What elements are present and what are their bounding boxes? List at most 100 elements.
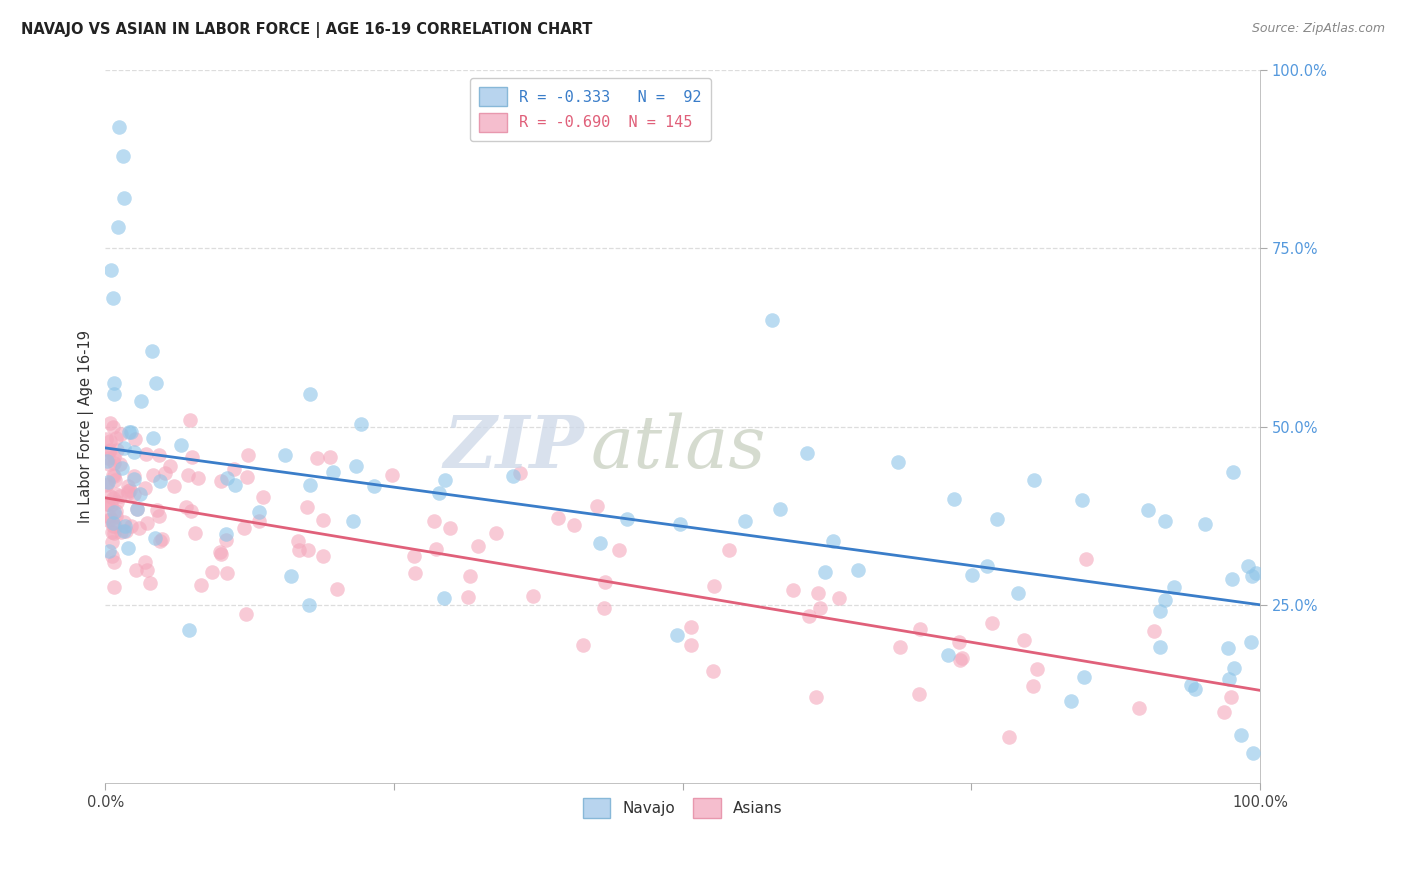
Point — [120, 518, 142, 533]
Point — [280, 569, 302, 583]
Point — [128, 487, 150, 501]
Point — [572, 639, 595, 653]
Point — [1007, 585, 1029, 599]
Point — [769, 501, 792, 516]
Point — [122, 486, 145, 500]
Point — [105, 431, 128, 445]
Point — [299, 477, 322, 491]
Point — [101, 516, 124, 530]
Text: NAVAJO VS ASIAN IN LABOR FORCE | AGE 16-19 CORRELATION CHART: NAVAJO VS ASIAN IN LABOR FORCE | AGE 16-… — [21, 22, 592, 38]
Point — [1180, 678, 1202, 692]
Point — [782, 582, 804, 597]
Point — [215, 566, 238, 581]
Point — [112, 441, 135, 455]
Point — [235, 607, 257, 621]
Point — [274, 448, 297, 462]
Point — [98, 458, 121, 472]
Point — [960, 568, 983, 582]
Point — [101, 518, 124, 533]
Point — [846, 563, 869, 577]
Point — [1218, 641, 1240, 656]
Point — [142, 430, 165, 444]
Point — [117, 479, 139, 493]
Point — [1022, 679, 1045, 693]
Point — [159, 459, 181, 474]
Point — [94, 478, 117, 492]
Point — [1136, 503, 1159, 517]
Point — [117, 541, 139, 555]
Point — [593, 574, 616, 589]
Point — [100, 498, 122, 512]
Point — [110, 524, 132, 539]
Point — [998, 730, 1021, 744]
Point — [101, 549, 124, 563]
Point — [190, 578, 212, 592]
Point — [1024, 473, 1046, 487]
Point — [111, 148, 134, 162]
Point — [288, 542, 311, 557]
Point — [1222, 465, 1244, 479]
Point — [103, 386, 125, 401]
Point — [163, 479, 186, 493]
Point — [104, 509, 127, 524]
Point — [936, 648, 959, 663]
Point — [105, 495, 128, 509]
Point — [1230, 728, 1253, 742]
Point — [807, 586, 830, 600]
Point — [1149, 640, 1171, 655]
Point — [943, 491, 966, 506]
Point — [103, 456, 125, 470]
Point — [1153, 514, 1175, 528]
Point — [153, 466, 176, 480]
Point — [112, 191, 135, 205]
Point — [247, 505, 270, 519]
Point — [350, 417, 373, 431]
Point — [101, 491, 124, 506]
Point — [1143, 624, 1166, 638]
Point — [381, 467, 404, 482]
Point — [1246, 566, 1268, 581]
Point — [1240, 635, 1263, 649]
Point — [136, 516, 159, 531]
Point — [97, 497, 120, 511]
Point — [108, 120, 131, 134]
Point — [122, 469, 145, 483]
Point — [181, 450, 204, 465]
Point — [135, 563, 157, 577]
Point — [467, 539, 489, 553]
Point — [105, 504, 128, 518]
Point — [187, 470, 209, 484]
Point — [312, 512, 335, 526]
Point — [509, 466, 531, 480]
Point — [307, 451, 329, 466]
Point — [117, 484, 139, 499]
Point — [797, 608, 820, 623]
Legend: Navajo, Asians: Navajo, Asians — [575, 790, 790, 825]
Point — [103, 419, 125, 434]
Point — [103, 450, 125, 464]
Point — [98, 544, 121, 558]
Point — [949, 653, 972, 667]
Point — [1223, 660, 1246, 674]
Point — [179, 623, 201, 637]
Point — [457, 590, 479, 604]
Point — [94, 432, 117, 446]
Point — [98, 443, 121, 458]
Point — [120, 425, 142, 439]
Point — [247, 514, 270, 528]
Point — [1237, 559, 1260, 574]
Point — [118, 425, 141, 440]
Point — [593, 601, 616, 615]
Point — [1071, 493, 1094, 508]
Point — [950, 651, 973, 665]
Point — [103, 555, 125, 569]
Point — [100, 262, 122, 277]
Point — [111, 460, 134, 475]
Point — [97, 509, 120, 524]
Point — [96, 454, 118, 468]
Point — [209, 547, 232, 561]
Point — [1149, 604, 1171, 618]
Point — [97, 444, 120, 458]
Point — [522, 589, 544, 603]
Point — [103, 580, 125, 594]
